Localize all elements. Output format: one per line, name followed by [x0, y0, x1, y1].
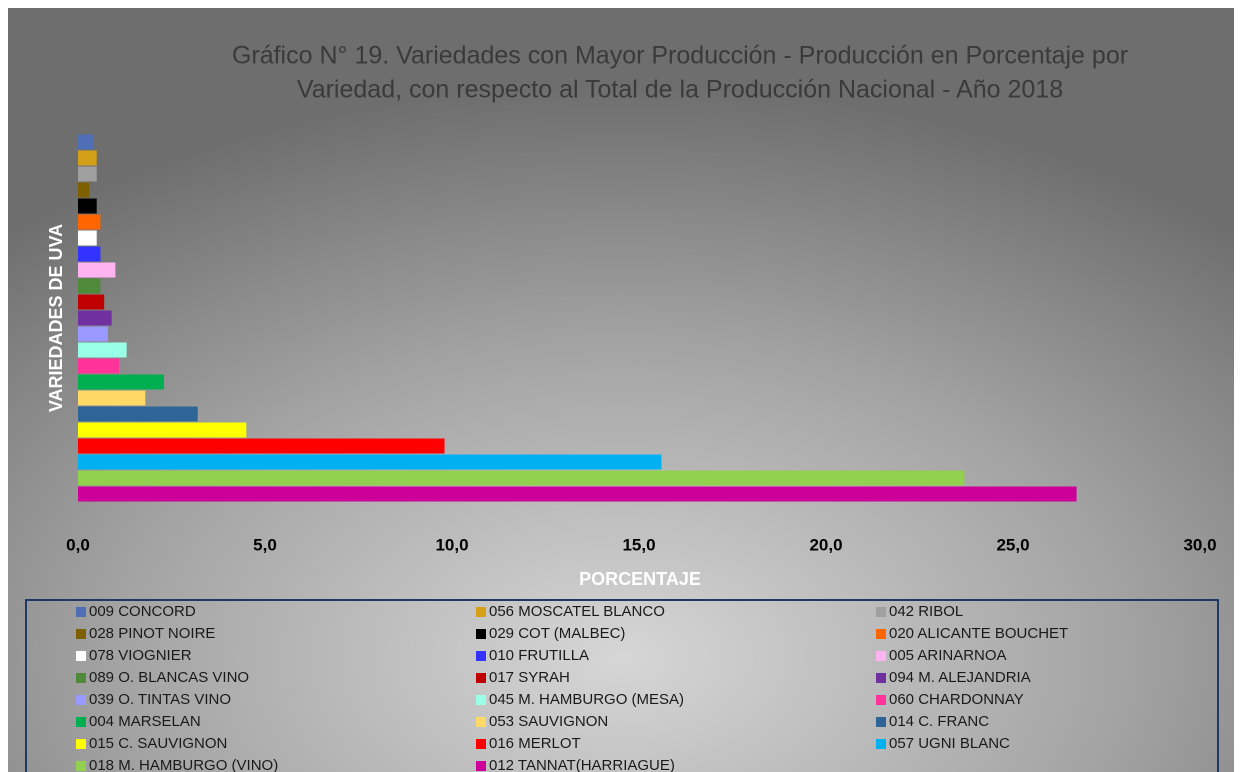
legend-label: 016 MERLOT [489, 735, 581, 752]
legend-label: 020 ALICANTE BOUCHET [889, 625, 1068, 642]
x-tick-label: 10,0 [435, 535, 468, 554]
legend-label: 014 C. FRANC [889, 713, 989, 730]
bar [78, 182, 90, 198]
legend-label: 056 MOSCATEL BLANCO [489, 603, 665, 620]
legend-label: 010 FRUTILLA [489, 647, 589, 664]
bar [78, 198, 97, 214]
legend-swatch [876, 651, 886, 661]
legend-label: 012 TANNAT(HARRIAGUE) [489, 757, 675, 772]
bar [78, 310, 112, 326]
bar [78, 166, 97, 182]
legend-label: 015 C. SAUVIGNON [89, 735, 227, 752]
legend-label: 029 COT (MALBEC) [489, 625, 625, 642]
legend-label: 060 CHARDONNAY [889, 691, 1024, 708]
legend-swatch [876, 607, 886, 617]
x-tick-label: 25,0 [996, 535, 1029, 554]
bar [78, 358, 120, 374]
bar [78, 390, 146, 406]
legend-swatch [476, 761, 486, 771]
chart-title: Variedad, con respecto al Total de la Pr… [297, 76, 1063, 104]
legend-swatch [876, 695, 886, 705]
legend-swatch [76, 739, 86, 749]
legend-swatch [876, 717, 886, 727]
legend-swatch [476, 651, 486, 661]
x-tick-label: 20,0 [809, 535, 842, 554]
legend-swatch [76, 673, 86, 683]
legend-swatch [876, 739, 886, 749]
legend-swatch [76, 695, 86, 705]
x-axis-label: PORCENTAJE [579, 569, 701, 589]
legend-label: 089 O. BLANCAS VINO [89, 669, 249, 686]
legend-swatch [76, 651, 86, 661]
bar [78, 246, 101, 262]
legend-swatch [476, 673, 486, 683]
legend-swatch [876, 673, 886, 683]
legend-label: 053 SAUVIGNON [489, 713, 608, 730]
bar [78, 422, 247, 438]
legend-label: 057 UGNI BLANC [889, 735, 1010, 752]
legend-label: 045 M. HAMBURGO (MESA) [489, 691, 684, 708]
legend-swatch [76, 607, 86, 617]
x-tick-label: 0,0 [66, 535, 90, 554]
legend-label: 009 CONCORD [89, 603, 196, 620]
bar [78, 230, 97, 246]
x-tick-label: 5,0 [253, 535, 277, 554]
legend-swatch [476, 717, 486, 727]
legend-swatch [476, 695, 486, 705]
bar [78, 262, 116, 278]
legend-swatch [76, 629, 86, 639]
bar [78, 406, 198, 422]
bar [78, 150, 97, 166]
legend-label: 005 ARINARNOA [889, 647, 1007, 664]
chart-background [8, 8, 1234, 772]
bar [78, 134, 93, 150]
legend-label: 028 PINOT NOIRE [89, 625, 215, 642]
chart-title: Gráfico N° 19. Variedades con Mayor Prod… [232, 42, 1128, 70]
bar [78, 342, 127, 358]
legend-label: 094 M. ALEJANDRIA [889, 669, 1031, 686]
legend-label: 042 RIBOL [889, 603, 963, 620]
bar [78, 294, 105, 310]
legend-label: 078 VIOGNIER [89, 647, 192, 664]
legend-swatch [476, 607, 486, 617]
legend-label: 039 O. TINTAS VINO [89, 691, 231, 708]
bar [78, 326, 108, 342]
legend-box [25, 599, 1219, 772]
x-tick-label: 15,0 [622, 535, 655, 554]
legend-swatch [76, 761, 86, 771]
bar [78, 214, 101, 230]
bar [78, 374, 165, 390]
bar [78, 278, 101, 294]
legend-label: 017 SYRAH [489, 669, 570, 686]
bar [78, 454, 662, 470]
legend-label: 018 M. HAMBURGO (VINO) [89, 757, 278, 772]
bar [78, 438, 445, 454]
legend-swatch [476, 739, 486, 749]
legend-swatch [476, 629, 486, 639]
legend-label: 004 MARSELAN [89, 713, 201, 730]
x-tick-label: 30,0 [1183, 535, 1216, 554]
y-axis-label: VARIEDADES DE UVA [46, 224, 66, 412]
bar [78, 486, 1077, 502]
legend-swatch [876, 629, 886, 639]
legend-swatch [76, 717, 86, 727]
bar [78, 470, 965, 486]
